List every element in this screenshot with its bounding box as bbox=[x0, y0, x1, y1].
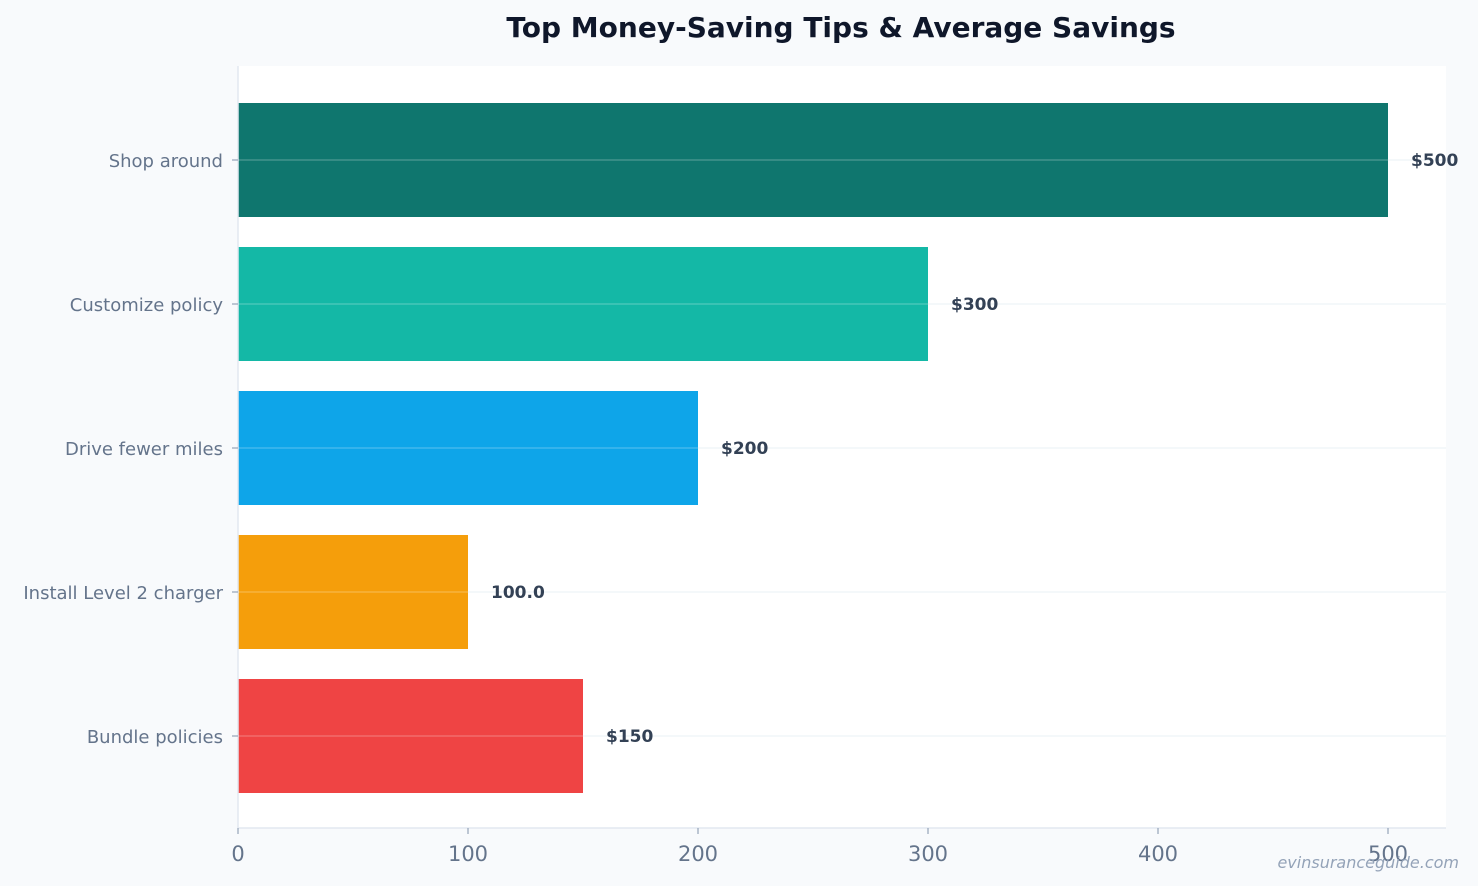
watermark-text: evinsuranceguide.com bbox=[1277, 853, 1459, 872]
bars bbox=[238, 103, 1388, 793]
x-tick-label: 100 bbox=[448, 842, 488, 866]
bar-2 bbox=[238, 391, 698, 505]
category-label: Customize policy bbox=[70, 295, 224, 316]
bar-1 bbox=[238, 247, 928, 361]
x-tick-label: 300 bbox=[908, 842, 948, 866]
x-tick-label: 400 bbox=[1138, 842, 1178, 866]
x-tick-label: 200 bbox=[678, 842, 718, 866]
data-label: $500 bbox=[1411, 151, 1458, 171]
x-tick-label: 500 bbox=[1368, 842, 1408, 866]
x-tick-label: 0 bbox=[231, 842, 244, 866]
data-label: $150 bbox=[606, 727, 653, 747]
category-label: Bundle policies bbox=[87, 727, 223, 748]
category-label: Install Level 2 charger bbox=[23, 583, 223, 604]
category-label: Shop around bbox=[109, 151, 223, 172]
axes bbox=[232, 66, 1446, 834]
data-label: $300 bbox=[951, 295, 998, 315]
bar-3 bbox=[238, 535, 468, 649]
labels: Shop around $500 Customize policy $300 Drive… bbox=[23, 151, 1458, 866]
bar-0 bbox=[238, 103, 1388, 217]
chart-title: Top Money-Saving Tips & Average Savings bbox=[506, 11, 1175, 44]
bar-4 bbox=[238, 679, 583, 793]
data-label: 100.0 bbox=[491, 583, 545, 603]
category-label: Drive fewer miles bbox=[65, 439, 223, 460]
data-label: $200 bbox=[721, 439, 768, 459]
